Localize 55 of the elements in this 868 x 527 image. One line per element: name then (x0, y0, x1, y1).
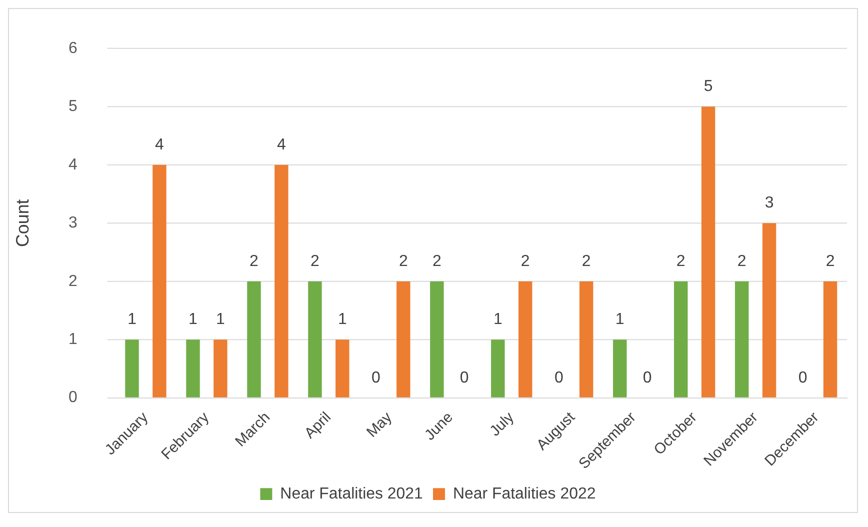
bar (762, 223, 776, 398)
y-tick-label: 6 (68, 40, 78, 57)
bar (518, 281, 532, 398)
data-label: 1 (493, 311, 502, 328)
data-label: 2 (826, 252, 835, 270)
x-tick-label: May (363, 408, 396, 441)
data-label: 2 (737, 252, 746, 270)
bar (274, 164, 288, 398)
data-label: 2 (250, 252, 259, 270)
y-axis-title: Count (12, 199, 33, 248)
data-label: 2 (310, 252, 320, 270)
bar (430, 281, 444, 398)
bar (186, 340, 200, 398)
data-label: 1 (188, 311, 198, 328)
y-tick-label: 1 (68, 331, 78, 348)
bar (701, 106, 716, 398)
legend-label: Near Fatalities 2021 (280, 485, 424, 502)
bar (823, 281, 838, 398)
data-label: 0 (642, 369, 652, 386)
data-label: 1 (128, 311, 137, 328)
data-label: 2 (398, 252, 408, 270)
data-label: 0 (372, 369, 381, 386)
bar (336, 340, 350, 398)
y-tick-label: 5 (68, 98, 78, 116)
bar (214, 340, 228, 398)
data-label: 0 (798, 369, 808, 386)
data-label: 4 (155, 136, 164, 154)
data-label: 3 (764, 194, 774, 212)
data-label: 2 (676, 252, 686, 270)
bar (152, 164, 166, 398)
data-label: 4 (276, 136, 286, 154)
x-tick-label: July (486, 408, 518, 440)
data-label: 1 (216, 311, 226, 328)
data-label: 1 (615, 311, 624, 328)
bar (125, 340, 139, 398)
bar (579, 281, 594, 398)
y-tick-label: 2 (68, 272, 78, 290)
data-label: 0 (460, 369, 469, 386)
data-label: 0 (554, 369, 564, 386)
data-label: 2 (582, 252, 591, 270)
bar (247, 281, 261, 398)
bar (308, 281, 322, 398)
bar (396, 281, 410, 398)
data-label: 1 (338, 311, 347, 328)
data-label: 2 (520, 252, 530, 270)
data-label: 5 (704, 78, 713, 96)
y-tick-label: 4 (68, 156, 78, 174)
bar (674, 281, 688, 398)
y-tick-label: 3 (68, 214, 78, 232)
bar (613, 340, 627, 398)
y-tick-label: 0 (68, 389, 78, 406)
legend-label: Near Fatalities 2022 (452, 485, 596, 502)
data-label: 2 (432, 252, 442, 270)
bar (491, 340, 505, 398)
bar (734, 281, 749, 398)
